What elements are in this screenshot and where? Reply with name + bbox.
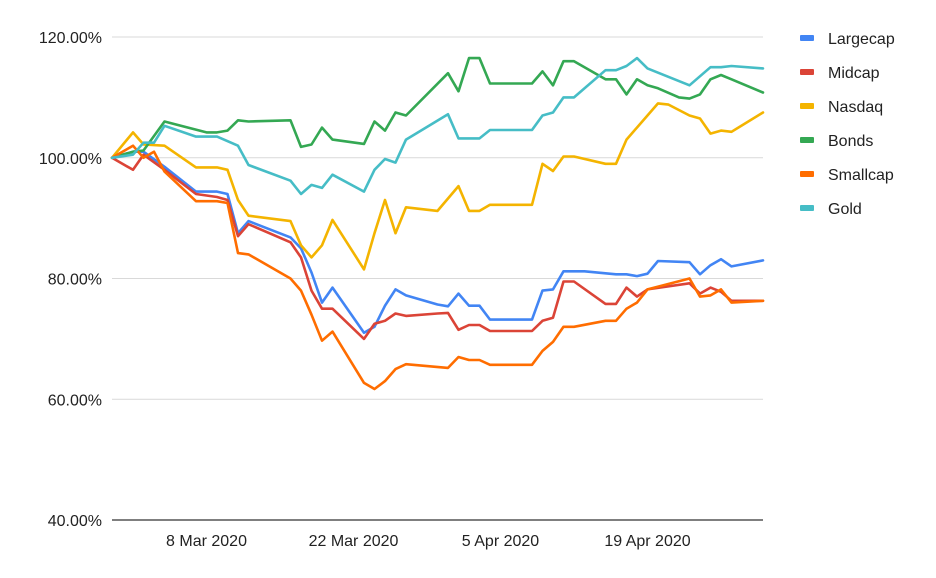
- legend-item-smallcap[interactable]: Smallcap: [800, 167, 894, 184]
- series-line-midcap: [110, 153, 765, 341]
- legend-swatch: [800, 137, 814, 143]
- legend-label: Midcap: [828, 65, 880, 82]
- y-tick-label: 40.00%: [48, 513, 102, 530]
- legend-item-largecap[interactable]: Largecap: [800, 31, 895, 48]
- legend: Largecap Midcap Nasdaq Bonds Smallcap Gold: [800, 31, 895, 218]
- legend-item-midcap[interactable]: Midcap: [800, 65, 880, 82]
- legend-item-bonds[interactable]: Bonds: [800, 133, 873, 150]
- legend-swatch: [800, 103, 814, 109]
- y-tick-label: 80.00%: [48, 272, 102, 289]
- x-tick-label: 8 Mar 2020: [166, 533, 247, 550]
- series-line-gold: [110, 56, 765, 196]
- x-tick-label: 22 Mar 2020: [309, 533, 399, 550]
- axes: 120.00% 100.00% 80.00% 60.00% 40.00% 8 Mar 20…: [39, 30, 691, 550]
- legend-label: Bonds: [828, 133, 873, 150]
- legend-label: Nasdaq: [828, 99, 883, 116]
- legend-swatch: [800, 205, 814, 211]
- legend-swatch: [800, 171, 814, 177]
- y-tick-label: 60.00%: [48, 392, 102, 409]
- series-line-bonds: [110, 56, 765, 160]
- legend-label: Gold: [828, 201, 862, 218]
- y-tick-label: 120.00%: [39, 30, 102, 47]
- legend-label: Largecap: [828, 31, 895, 48]
- series-line-nasdaq: [110, 102, 765, 271]
- series-line-largecap: [110, 150, 765, 335]
- legend-item-gold[interactable]: Gold: [800, 201, 862, 218]
- y-tick-label: 100.00%: [39, 151, 102, 168]
- legend-swatch: [800, 69, 814, 75]
- x-tick-label: 5 Apr 2020: [462, 533, 540, 550]
- x-tick-label: 19 Apr 2020: [604, 533, 690, 550]
- legend-swatch: [800, 35, 814, 41]
- legend-item-nasdaq[interactable]: Nasdaq: [800, 99, 883, 116]
- gridlines: [112, 36, 763, 521]
- legend-label: Smallcap: [828, 167, 894, 184]
- series-line-smallcap: [110, 144, 765, 391]
- series-lines: [110, 56, 765, 391]
